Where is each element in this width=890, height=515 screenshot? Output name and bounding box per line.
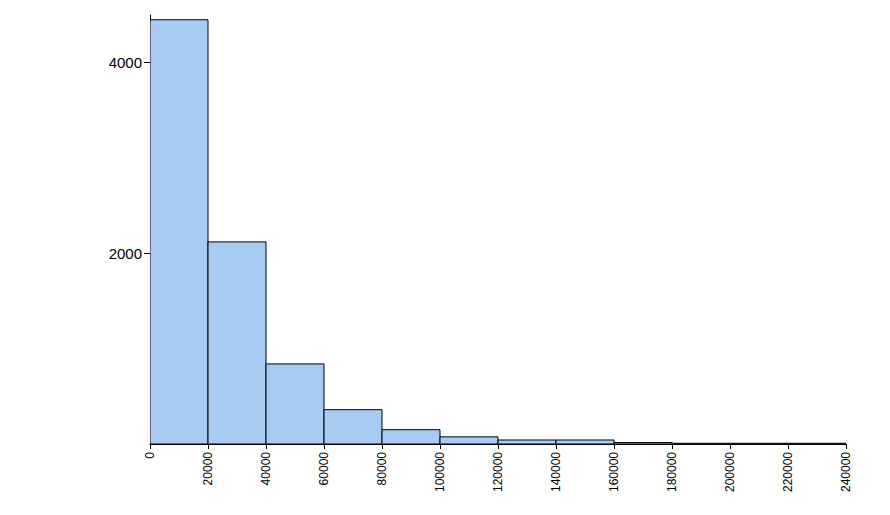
- svg-text:0: 0: [143, 452, 157, 459]
- svg-text:160000: 160000: [607, 452, 621, 492]
- svg-text:220000: 220000: [781, 452, 795, 492]
- svg-text:80000: 80000: [375, 452, 389, 486]
- svg-text:40000: 40000: [259, 452, 273, 486]
- svg-text:20000: 20000: [201, 452, 215, 486]
- svg-text:200000: 200000: [723, 452, 737, 492]
- svg-text:240000: 240000: [839, 452, 853, 492]
- svg-text:180000: 180000: [665, 452, 679, 492]
- svg-text:120000: 120000: [491, 452, 505, 492]
- svg-text:100000: 100000: [433, 452, 447, 492]
- svg-text:60000: 60000: [317, 452, 331, 486]
- svg-text:2000: 2000: [109, 245, 142, 262]
- svg-text:4000: 4000: [109, 54, 142, 71]
- svg-text:140000: 140000: [549, 452, 563, 492]
